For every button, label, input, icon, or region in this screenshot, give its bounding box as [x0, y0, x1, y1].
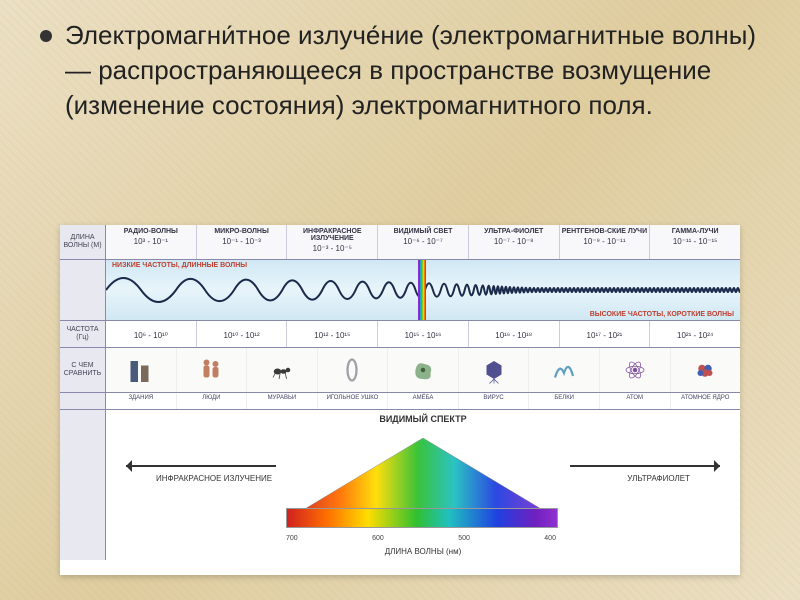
- band-frequency-cell: 10¹⁵ - 10¹⁶: [378, 321, 469, 347]
- comparison-cell: [318, 348, 389, 392]
- prism-triangle-icon: [293, 438, 553, 516]
- comparison-label: ВИРУС: [459, 393, 530, 409]
- em-spectrum-diagram: ДЛИНА ВОЛНЫ (М) РАДИО-ВОЛНЫ 10³ - 10⁻¹МИК…: [60, 225, 740, 575]
- comparison-icon: [620, 355, 650, 385]
- wavelength-ticks: 700 600 500 400: [286, 535, 556, 542]
- band-wavelength: 10⁻⁹ - 10⁻¹¹: [561, 237, 649, 246]
- band-wavelength: 10⁻⁷ - 10⁻⁸: [470, 237, 558, 246]
- band-frequency-cell: 10¹⁷ - 10²¹: [560, 321, 651, 347]
- comparison-cell: [529, 348, 600, 392]
- ultraviolet-arrow-icon: [570, 465, 720, 467]
- slide-heading: Электромагни́тное излуче́ние (электромаг…: [65, 18, 765, 123]
- comparison-icon: [267, 355, 297, 385]
- visible-spectrum-title: ВИДИМЫЙ СПЕКТР: [379, 414, 466, 424]
- visible-light-strip-icon: [418, 260, 426, 320]
- wave-visualization-row: НИЗКИЕ ЧАСТОТЫ, ДЛИННЫЕ ВОЛНЫ ВЫСОКИЕ ЧА…: [60, 260, 740, 321]
- comparison-icon: [126, 355, 156, 385]
- band-frequency: 10²¹ - 10²⁴: [651, 331, 739, 340]
- wavelength-spectrum-bar: [286, 508, 558, 528]
- band-wavelength: 10⁻¹ - 10⁻³: [198, 237, 286, 246]
- band-wavelength: 10⁻³ - 10⁻⁵: [288, 244, 376, 253]
- band-frequency-cell: 10¹² - 10¹⁵: [287, 321, 378, 347]
- band-name: РЕНТГЕНОВ-СКИЕ ЛУЧИ: [561, 228, 649, 235]
- wavelength-tick: 600: [372, 535, 384, 542]
- band-column: УЛЬТРА-ФИОЛЕТ 10⁻⁷ - 10⁻⁸: [469, 225, 560, 259]
- visible-spectrum-section: ВИДИМЫЙ СПЕКТР ИНФРАКРАС: [60, 410, 740, 560]
- band-header-row: ДЛИНА ВОЛНЫ (М) РАДИО-ВОЛНЫ 10³ - 10⁻¹МИК…: [60, 225, 740, 260]
- band-frequency-cell: 10⁶ - 10¹⁰: [106, 321, 197, 347]
- band-frequency: 10¹⁵ - 10¹⁶: [379, 331, 467, 340]
- comparison-label: ЗДАНИЯ: [106, 393, 177, 409]
- band-wavelength: 10⁻⁶ - 10⁻⁷: [379, 237, 467, 246]
- band-name: ГАММА-ЛУЧИ: [651, 228, 739, 235]
- band-frequency-cell: 10¹⁰ - 10¹²: [197, 321, 288, 347]
- band-name: ВИДИМЫЙ СВЕТ: [379, 228, 467, 235]
- band-frequency: 10¹⁷ - 10²¹: [561, 331, 649, 340]
- band-frequency: 10¹² - 10¹⁵: [288, 331, 376, 340]
- compare-labels-row-label: [60, 393, 106, 409]
- comparison-cell: [177, 348, 248, 392]
- comparison-cell: [106, 348, 177, 392]
- band-name: РАДИО-ВОЛНЫ: [107, 228, 195, 235]
- band-frequency: 10⁶ - 10¹⁰: [107, 331, 195, 340]
- band-name: МИКРО-ВОЛНЫ: [198, 228, 286, 235]
- wavelength-tick: 500: [458, 535, 470, 542]
- comparison-icon: [690, 355, 720, 385]
- wavelength-row-label: ДЛИНА ВОЛНЫ (М): [60, 225, 106, 259]
- comparison-icon: [337, 355, 367, 385]
- band-column: РАДИО-ВОЛНЫ 10³ - 10⁻¹: [106, 225, 197, 259]
- compare-row-label: С ЧЕМ СРАВНИТЬ: [60, 348, 106, 392]
- frequency-row: ЧАСТОТА (Гц) 10⁶ - 10¹⁰10¹⁰ - 10¹²10¹² -…: [60, 321, 740, 348]
- band-column: ГАММА-ЛУЧИ 10⁻¹¹ - 10⁻¹⁵: [650, 225, 740, 259]
- comparison-label: АТОМНОЕ ЯДРО: [671, 393, 741, 409]
- comparison-icon: [196, 355, 226, 385]
- wavelength-tick: 400: [544, 535, 556, 542]
- ultraviolet-label: УЛЬТРАФИОЛЕТ: [627, 475, 690, 484]
- band-column: МИКРО-ВОЛНЫ 10⁻¹ - 10⁻³: [197, 225, 288, 259]
- band-column: ВИДИМЫЙ СВЕТ 10⁻⁶ - 10⁻⁷: [378, 225, 469, 259]
- comparison-label: МУРАВЬИ: [247, 393, 318, 409]
- comparison-icon: [479, 355, 509, 385]
- comparison-label: ЛЮДИ: [177, 393, 248, 409]
- wavelength-tick: 700: [286, 535, 298, 542]
- band-frequency: 10¹⁰ - 10¹²: [198, 331, 286, 340]
- infrared-arrow-icon: [126, 465, 276, 467]
- comparison-label: ИГОЛЬНОЕ УШКО: [318, 393, 389, 409]
- band-frequency-cell: 10²¹ - 10²⁴: [650, 321, 740, 347]
- comparison-label: БЕЛКИ: [529, 393, 600, 409]
- band-frequency: 10¹⁶ - 10¹⁸: [470, 331, 558, 340]
- band-column: РЕНТГЕНОВ-СКИЕ ЛУЧИ 10⁻⁹ - 10⁻¹¹: [560, 225, 651, 259]
- band-name: УЛЬТРА-ФИОЛЕТ: [470, 228, 558, 235]
- band-frequency-cell: 10¹⁶ - 10¹⁸: [469, 321, 560, 347]
- comparison-cell: [247, 348, 318, 392]
- comparison-cell: [671, 348, 741, 392]
- band-name: ИНФРАКРАСНОЕ ИЗЛУЧЕНИЕ: [288, 228, 376, 242]
- band-column: ИНФРАКРАСНОЕ ИЗЛУЧЕНИЕ 10⁻³ - 10⁻⁵: [287, 225, 378, 259]
- comparison-label: АМЁБА: [388, 393, 459, 409]
- frequency-row-label: ЧАСТОТА (Гц): [60, 321, 106, 347]
- band-wavelength: 10³ - 10⁻¹: [107, 237, 195, 246]
- bullet-icon: [40, 30, 52, 42]
- comparison-icon: [408, 355, 438, 385]
- wavelength-axis-label: ДЛИНА ВОЛНЫ (нм): [385, 547, 462, 556]
- comparison-cell: [459, 348, 530, 392]
- comparison-labels-row: ЗДАНИЯЛЮДИМУРАВЬИИГОЛЬНОЕ УШКОАМЁБАВИРУС…: [60, 393, 740, 410]
- comparison-label: АТОМ: [600, 393, 671, 409]
- comparison-cell: [388, 348, 459, 392]
- infrared-label: ИНФРАКРАСНОЕ ИЗЛУЧЕНИЕ: [156, 475, 272, 484]
- comparison-icon: [549, 355, 579, 385]
- comparison-cell: [600, 348, 671, 392]
- band-wavelength: 10⁻¹¹ - 10⁻¹⁵: [651, 237, 739, 246]
- wave-row-label: [60, 260, 106, 320]
- size-comparison-row: С ЧЕМ СРАВНИТЬ: [60, 348, 740, 393]
- prism-row-label: [60, 410, 106, 560]
